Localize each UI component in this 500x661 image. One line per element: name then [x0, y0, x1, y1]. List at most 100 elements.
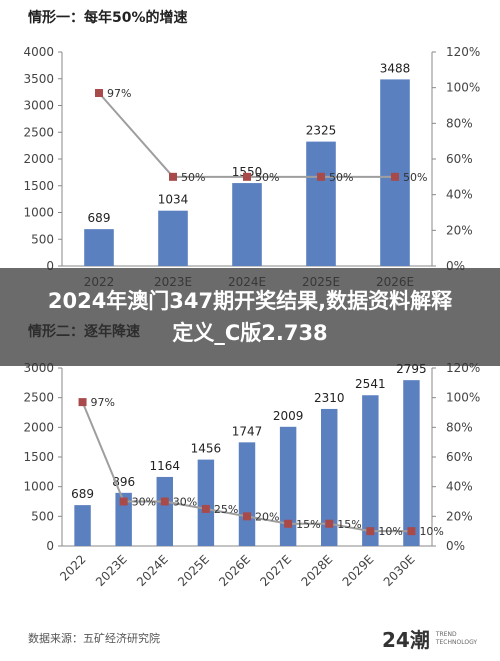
left-tick-label: 4000 — [23, 45, 54, 59]
left-tick-label: 2500 — [23, 391, 54, 405]
growth-pct-label: 97% — [107, 87, 131, 100]
bar-value-label: 1034 — [158, 193, 189, 207]
left-tick-label: 3000 — [23, 99, 54, 113]
growth-marker — [284, 519, 293, 528]
bar-value-label: 1550 — [232, 165, 263, 179]
growth-pct-label: 20% — [255, 510, 279, 523]
bar-value-label: 2541 — [355, 377, 386, 391]
growth-pct-label: 10% — [378, 525, 402, 538]
right-tick-label: 40% — [446, 188, 473, 202]
growth-pct-label: 50% — [329, 171, 353, 184]
left-tick-label: 2000 — [23, 420, 54, 434]
bar-value-label: 1456 — [191, 442, 222, 456]
right-tick-label: 80% — [446, 420, 473, 434]
category-label: 2025E — [175, 552, 212, 589]
bar — [197, 459, 215, 546]
growth-pct-label: 50% — [403, 171, 427, 184]
growth-marker — [95, 89, 103, 98]
bar — [84, 229, 114, 266]
logo-sub-line-2: TECHNOLOGY — [435, 638, 478, 646]
growth-pct-label: 15% — [337, 518, 361, 531]
bar — [158, 210, 188, 266]
category-label: 2024E — [134, 552, 171, 589]
left-tick-label: 0 — [46, 259, 54, 273]
left-tick-label: 500 — [31, 232, 54, 246]
logo-sub-line-1: TREND — [435, 630, 457, 638]
growth-marker — [201, 504, 210, 513]
growth-pct-label: 25% — [214, 503, 238, 516]
right-tick-label: 40% — [446, 480, 473, 494]
category-label: 2027E — [257, 552, 294, 589]
brand-logo: 24潮 TREND TECHNOLOGY — [382, 624, 477, 653]
left-tick-label: 1500 — [23, 179, 54, 193]
bar — [380, 79, 410, 266]
category-label: 2028E — [298, 552, 335, 589]
right-tick-label: 60% — [446, 450, 473, 464]
bar — [115, 492, 132, 546]
category-label: 2026E — [216, 552, 253, 589]
right-tick-label: 80% — [446, 116, 473, 130]
growth-marker — [169, 172, 177, 181]
category-label: 2030E — [381, 552, 418, 589]
left-tick-label: 0 — [46, 539, 54, 553]
category-label: 2023E — [93, 552, 130, 589]
headline-text: 2024年澳门347期开奖结果,数据资料解释定义_C版2.738 — [47, 289, 453, 345]
bar — [74, 505, 91, 546]
growth-marker — [119, 497, 128, 506]
growth-pct-label: 97% — [91, 396, 115, 409]
headline-overlay: 2024年澳门347期开奖结果,数据资料解释定义_C版2.738 — [0, 268, 500, 366]
growth-pct-label: 15% — [296, 518, 320, 531]
bar-value-label: 689 — [88, 211, 111, 225]
bar — [306, 141, 336, 266]
bar-value-label: 1164 — [150, 459, 181, 473]
bar — [238, 442, 256, 546]
bar-value-label: 3488 — [380, 61, 411, 75]
bar — [321, 408, 338, 546]
growth-marker — [325, 519, 334, 528]
growth-pct-label: 30% — [173, 496, 197, 509]
category-label: 2029E — [340, 552, 377, 589]
left-tick-label: 1000 — [23, 206, 54, 220]
growth-pct-label: 50% — [181, 171, 205, 184]
growth-marker — [366, 527, 375, 536]
bar-value-label: 2009 — [273, 409, 304, 423]
bar — [232, 183, 262, 266]
growth-pct-label: 50% — [255, 171, 279, 184]
bar — [362, 395, 379, 546]
right-tick-label: 100% — [446, 391, 480, 405]
growth-marker — [243, 512, 251, 521]
growth-marker — [317, 172, 325, 181]
left-tick-label: 2000 — [23, 152, 54, 166]
growth-marker — [243, 172, 251, 181]
left-tick-label: 500 — [31, 509, 54, 523]
right-tick-label: 20% — [446, 223, 473, 237]
logo-subtext: TREND TECHNOLOGY — [436, 631, 477, 647]
left-tick-label: 1000 — [23, 480, 54, 494]
bar — [279, 426, 297, 546]
left-tick-label: 2500 — [23, 125, 54, 139]
bar-value-label: 2325 — [306, 124, 337, 138]
bar-value-label: 1747 — [232, 424, 263, 438]
bar-value-label: 689 — [71, 487, 94, 501]
source-note: 数据来源：五矿经济研究院 — [28, 631, 160, 645]
growth-pct-label: 30% — [132, 496, 156, 509]
bar — [156, 476, 173, 546]
growth-marker — [407, 527, 416, 536]
growth-marker — [78, 398, 87, 407]
right-tick-label: 0% — [446, 539, 465, 553]
left-tick-label: 1500 — [23, 450, 54, 464]
right-tick-label: 100% — [446, 81, 480, 95]
right-tick-label: 60% — [446, 152, 473, 166]
bar — [403, 380, 420, 546]
left-tick-label: 3500 — [23, 72, 54, 86]
right-tick-label: 120% — [446, 45, 480, 59]
right-tick-label: 20% — [446, 509, 473, 523]
category-label: 2022 — [57, 552, 88, 583]
chart-title: 情形一：每年50%的增速 — [28, 9, 188, 26]
logo-mark: 24潮 — [382, 628, 430, 652]
growth-marker — [160, 497, 169, 506]
growth-pct-label: 10% — [419, 525, 443, 538]
bar-value-label: 2310 — [314, 391, 345, 405]
growth-marker — [391, 172, 399, 181]
